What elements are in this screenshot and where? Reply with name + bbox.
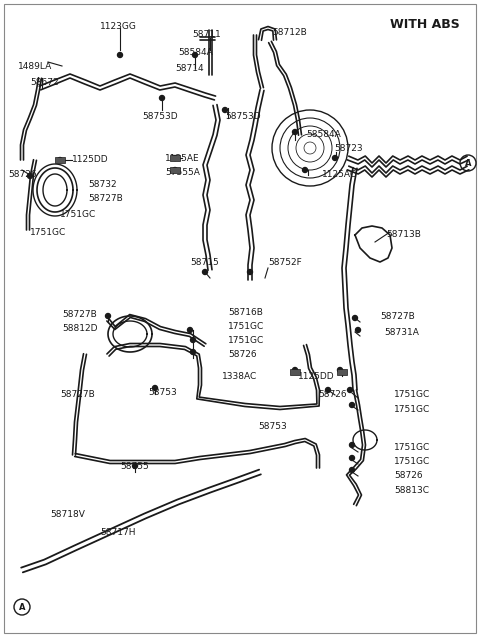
- Text: 58727B: 58727B: [380, 312, 415, 321]
- Text: 1751GC: 1751GC: [394, 457, 430, 466]
- Text: 1123GG: 1123GG: [100, 22, 137, 31]
- Circle shape: [132, 464, 137, 468]
- Text: 58672: 58672: [30, 78, 59, 87]
- Text: 1125AE: 1125AE: [165, 154, 200, 163]
- Text: 58726: 58726: [394, 471, 422, 480]
- Text: 58753: 58753: [258, 422, 287, 431]
- Text: A: A: [19, 603, 25, 612]
- Circle shape: [349, 403, 355, 408]
- Text: 58752F: 58752F: [268, 258, 302, 267]
- Text: 58812D: 58812D: [62, 324, 97, 333]
- Text: 58718V: 58718V: [50, 510, 85, 519]
- Text: 58723: 58723: [334, 144, 362, 153]
- Text: 58717H: 58717H: [100, 528, 135, 537]
- Text: 58711: 58711: [192, 30, 221, 39]
- Text: 1751GC: 1751GC: [228, 322, 264, 331]
- Text: 58755: 58755: [120, 462, 149, 471]
- Bar: [337, 369, 347, 375]
- Text: 1751GC: 1751GC: [394, 390, 430, 399]
- Text: 58714: 58714: [175, 64, 204, 73]
- Text: 1125AC: 1125AC: [322, 170, 357, 179]
- Circle shape: [349, 443, 355, 448]
- Circle shape: [27, 173, 33, 178]
- Text: WITH ABS: WITH ABS: [390, 18, 460, 31]
- Text: 58584A: 58584A: [178, 48, 213, 57]
- Text: 1751GC: 1751GC: [394, 405, 430, 414]
- Text: 58716B: 58716B: [228, 308, 263, 317]
- Text: 58726: 58726: [228, 350, 257, 359]
- Text: 58712B: 58712B: [272, 28, 307, 37]
- Circle shape: [188, 327, 192, 333]
- Circle shape: [292, 129, 298, 134]
- Circle shape: [302, 168, 308, 173]
- Circle shape: [248, 269, 252, 275]
- Text: 58584A: 58584A: [306, 130, 341, 139]
- Text: 1489LA: 1489LA: [18, 62, 52, 71]
- Text: 58727B: 58727B: [88, 194, 123, 203]
- Circle shape: [191, 338, 195, 343]
- Circle shape: [191, 350, 195, 355]
- Circle shape: [349, 468, 355, 473]
- Circle shape: [203, 269, 207, 275]
- Circle shape: [106, 313, 110, 318]
- Text: 57555A: 57555A: [165, 168, 200, 177]
- Text: 1751GC: 1751GC: [30, 228, 66, 237]
- Text: 58727B: 58727B: [62, 310, 97, 319]
- Circle shape: [192, 52, 197, 57]
- Text: 1338AC: 1338AC: [222, 372, 257, 381]
- Text: 58753D: 58753D: [225, 112, 261, 121]
- Bar: [55, 157, 65, 163]
- Circle shape: [223, 108, 228, 113]
- Circle shape: [172, 155, 178, 161]
- Text: 58731A: 58731A: [384, 328, 419, 337]
- Bar: [170, 167, 180, 173]
- Text: 1751GC: 1751GC: [394, 443, 430, 452]
- Circle shape: [58, 157, 62, 162]
- Circle shape: [349, 455, 355, 461]
- Text: 1751GC: 1751GC: [228, 336, 264, 345]
- Text: 58726: 58726: [318, 390, 347, 399]
- Text: 1751GC: 1751GC: [60, 210, 96, 219]
- Text: 58727B: 58727B: [60, 390, 95, 399]
- Circle shape: [172, 168, 178, 173]
- Text: 1125DD: 1125DD: [72, 155, 108, 164]
- Text: 58713B: 58713B: [386, 230, 421, 239]
- Circle shape: [153, 385, 157, 390]
- Text: 58753D: 58753D: [142, 112, 178, 121]
- Bar: [170, 155, 180, 161]
- Circle shape: [337, 368, 343, 373]
- Text: 1125DD: 1125DD: [298, 372, 335, 381]
- Text: 58715: 58715: [190, 258, 219, 267]
- Text: 58813C: 58813C: [394, 486, 429, 495]
- Text: A: A: [465, 159, 471, 168]
- Circle shape: [333, 155, 337, 161]
- Circle shape: [356, 327, 360, 333]
- Circle shape: [118, 52, 122, 57]
- Text: 58726: 58726: [8, 170, 36, 179]
- Circle shape: [292, 368, 298, 373]
- Circle shape: [159, 96, 165, 101]
- Circle shape: [348, 387, 352, 392]
- Text: 58732: 58732: [88, 180, 117, 189]
- Text: 58753: 58753: [148, 388, 177, 397]
- Circle shape: [352, 315, 358, 320]
- Circle shape: [325, 387, 331, 392]
- Bar: [290, 369, 300, 375]
